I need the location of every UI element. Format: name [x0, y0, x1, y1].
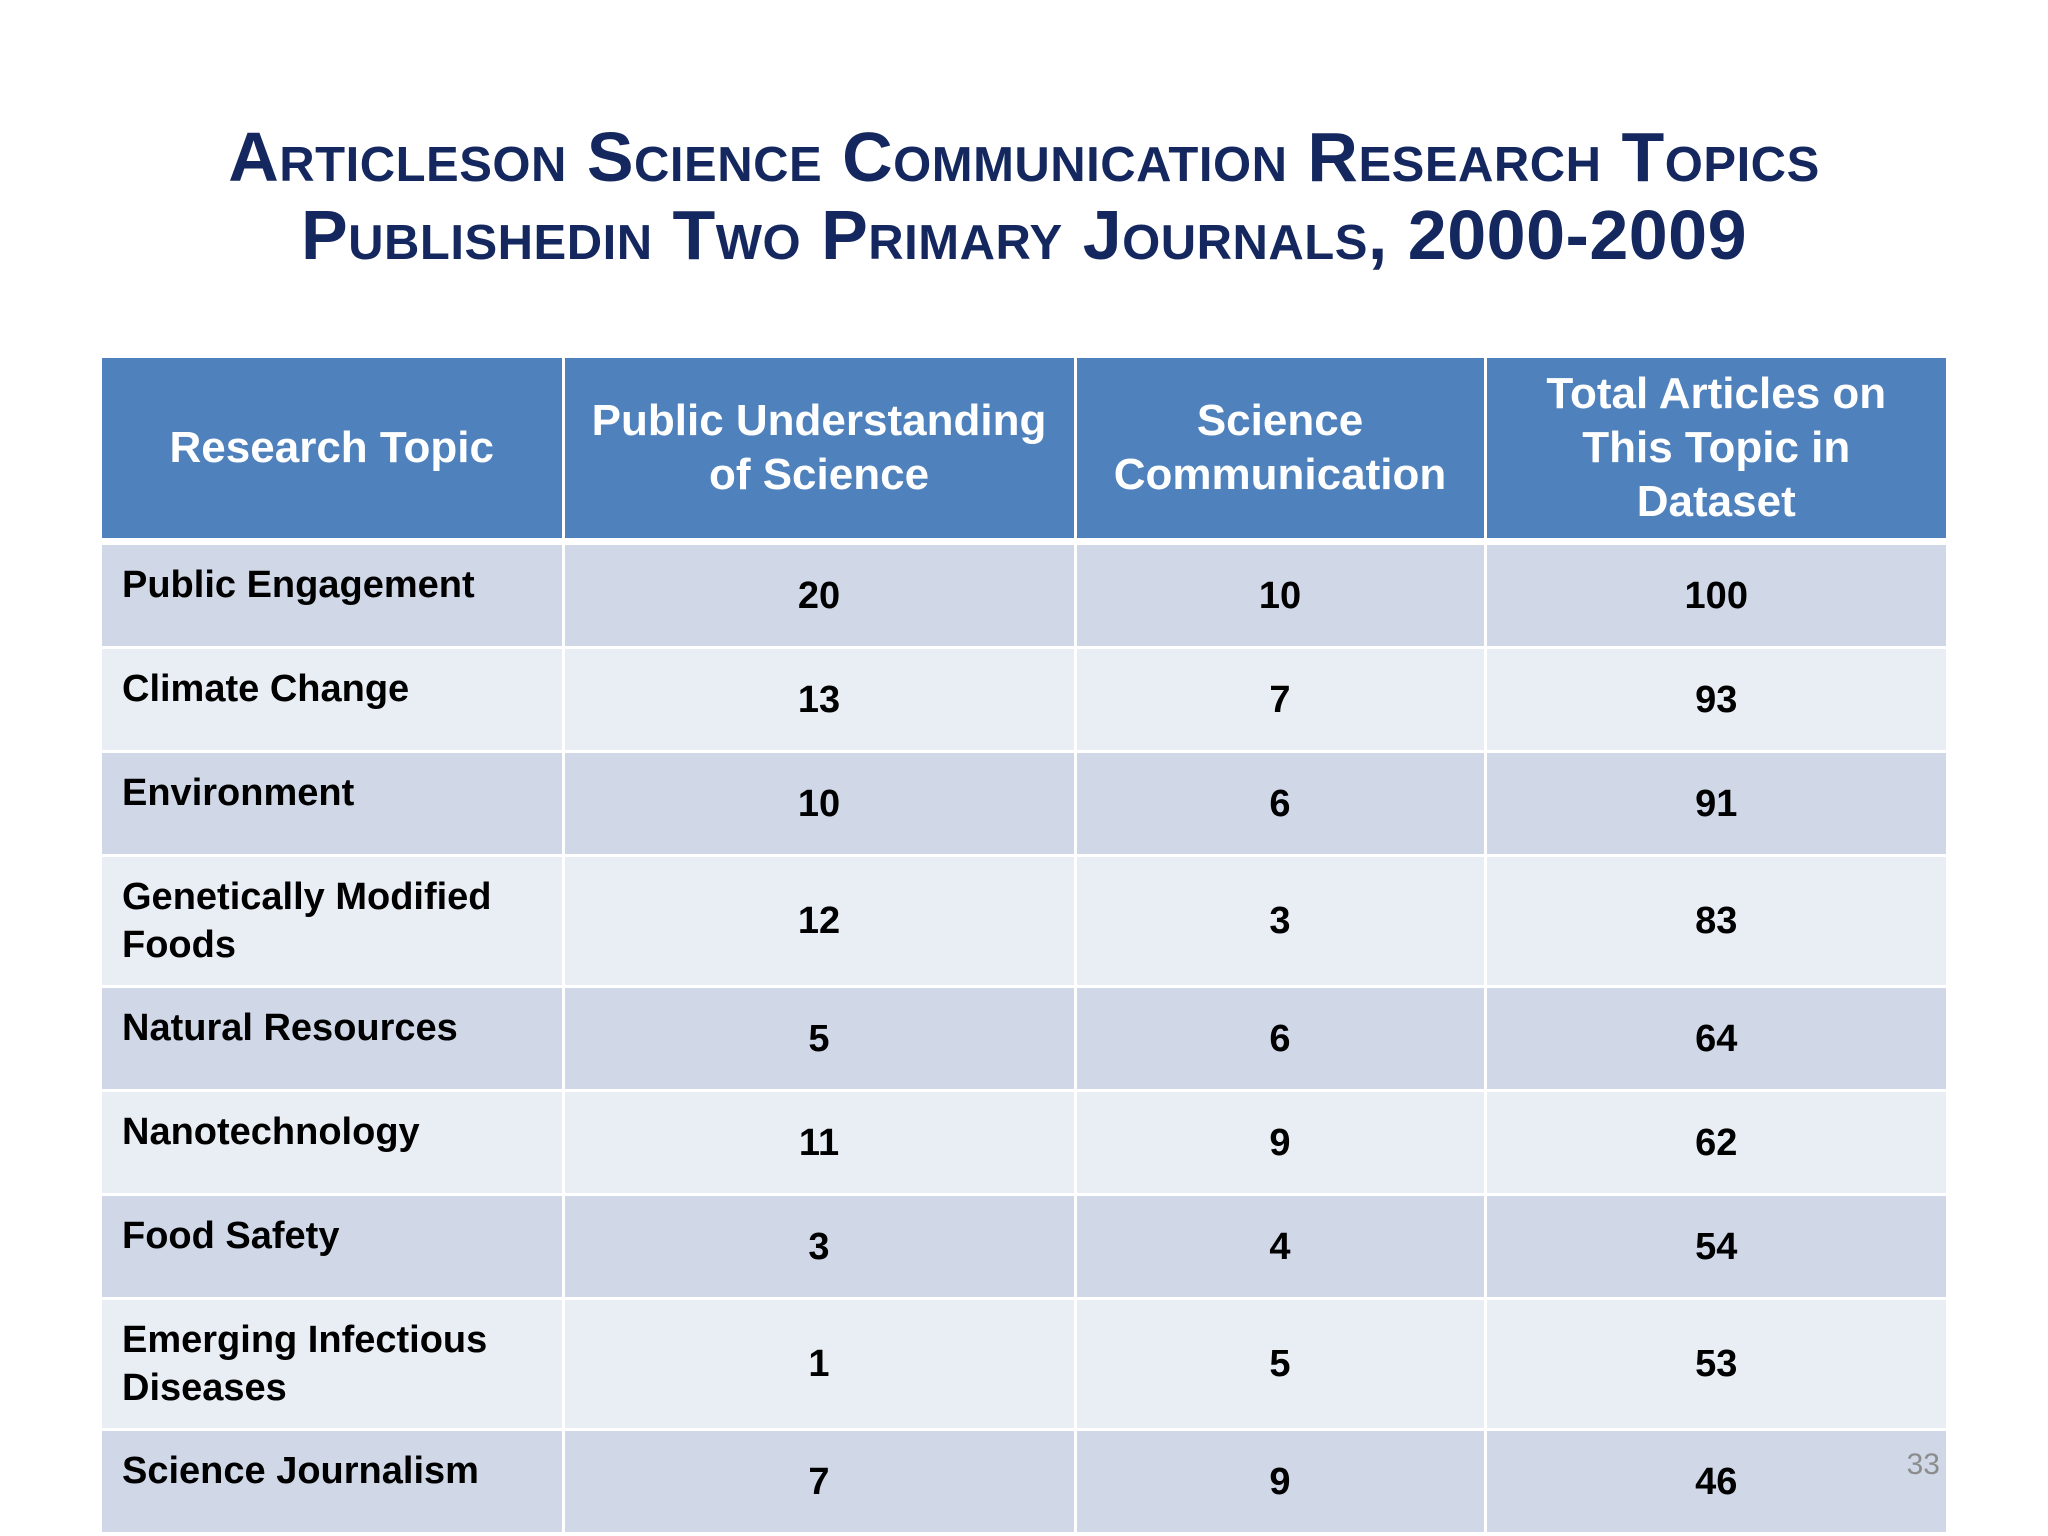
total-count-cell: 62	[1483, 1089, 1946, 1196]
table-header-row: Research Topic Public Understanding of S…	[102, 358, 1946, 545]
total-count-cell: 93	[1483, 646, 1946, 753]
scicomm-count-cell: 7	[1073, 646, 1487, 753]
header-science-communication: Science Communication	[1073, 358, 1487, 545]
topic-cell: Emerging Infectious Diseases	[102, 1297, 565, 1431]
table-row: Climate Change 13 7 93	[102, 646, 1946, 753]
scicomm-count-cell: 4	[1073, 1193, 1487, 1300]
pus-count-cell: 20	[561, 540, 1077, 649]
scicomm-count-cell: 3	[1073, 854, 1487, 988]
topic-cell: Environment	[102, 750, 565, 857]
table-row: Nanotechnology 11 9 62	[102, 1089, 1946, 1196]
topic-cell: Food Safety	[102, 1193, 565, 1300]
total-count-cell: 64	[1483, 985, 1946, 1092]
slide-title-line-2: Publishedin Two Primary Journals, 2000-2…	[300, 196, 1748, 274]
pus-count-cell: 5	[561, 985, 1077, 1092]
total-count-cell: 91	[1483, 750, 1946, 857]
scicomm-count-cell: 5	[1073, 1297, 1487, 1431]
table-row: Natural Resources 5 6 64	[102, 985, 1946, 1092]
total-count-cell: 54	[1483, 1193, 1946, 1300]
pus-count-cell: 12	[561, 854, 1077, 988]
topic-cell: Nanotechnology	[102, 1089, 565, 1196]
scicomm-count-cell: 6	[1073, 985, 1487, 1092]
header-research-topic: Research Topic	[102, 358, 565, 545]
slide-title: Articleson Science Communication Researc…	[0, 118, 2048, 274]
topic-cell: Climate Change	[102, 646, 565, 753]
topic-cell: Natural Resources	[102, 985, 565, 1092]
header-total-articles: Total Articles on This Topic in Dataset	[1483, 358, 1946, 545]
scicomm-count-cell: 9	[1073, 1089, 1487, 1196]
total-count-cell: 83	[1483, 854, 1946, 988]
topic-cell: Public Engagement	[102, 540, 565, 649]
research-topics-table: Research Topic Public Understanding of S…	[102, 358, 1946, 1535]
scicomm-count-cell: 6	[1073, 750, 1487, 857]
total-count-cell: 46	[1483, 1428, 1946, 1535]
scicomm-count-cell: 10	[1073, 540, 1487, 649]
table-row: Science Journalism 7 9 46	[102, 1428, 1946, 1535]
page-number: 33	[1906, 1448, 1940, 1481]
total-count-cell: 53	[1483, 1297, 1946, 1431]
table-row: Food Safety 3 4 54	[102, 1193, 1946, 1300]
pus-count-cell: 1	[561, 1297, 1077, 1431]
topic-cell: Genetically Modified Foods	[102, 854, 565, 988]
pus-count-cell: 10	[561, 750, 1077, 857]
table-row: Genetically Modified Foods 12 3 83	[102, 854, 1946, 988]
topic-cell: Science Journalism	[102, 1428, 565, 1535]
total-count-cell: 100	[1483, 540, 1946, 649]
table-row: Emerging Infectious Diseases 1 5 53	[102, 1297, 1946, 1431]
table-row: Public Engagement 20 10 100	[102, 540, 1946, 649]
pus-count-cell: 7	[561, 1428, 1077, 1535]
pus-count-cell: 13	[561, 646, 1077, 753]
pus-count-cell: 11	[561, 1089, 1077, 1196]
slide-title-line-1: Articleson Science Communication Researc…	[228, 118, 1820, 196]
table-row: Environment 10 6 91	[102, 750, 1946, 857]
scicomm-count-cell: 9	[1073, 1428, 1487, 1535]
header-public-understanding-of-science: Public Understanding of Science	[561, 358, 1077, 545]
pus-count-cell: 3	[561, 1193, 1077, 1300]
